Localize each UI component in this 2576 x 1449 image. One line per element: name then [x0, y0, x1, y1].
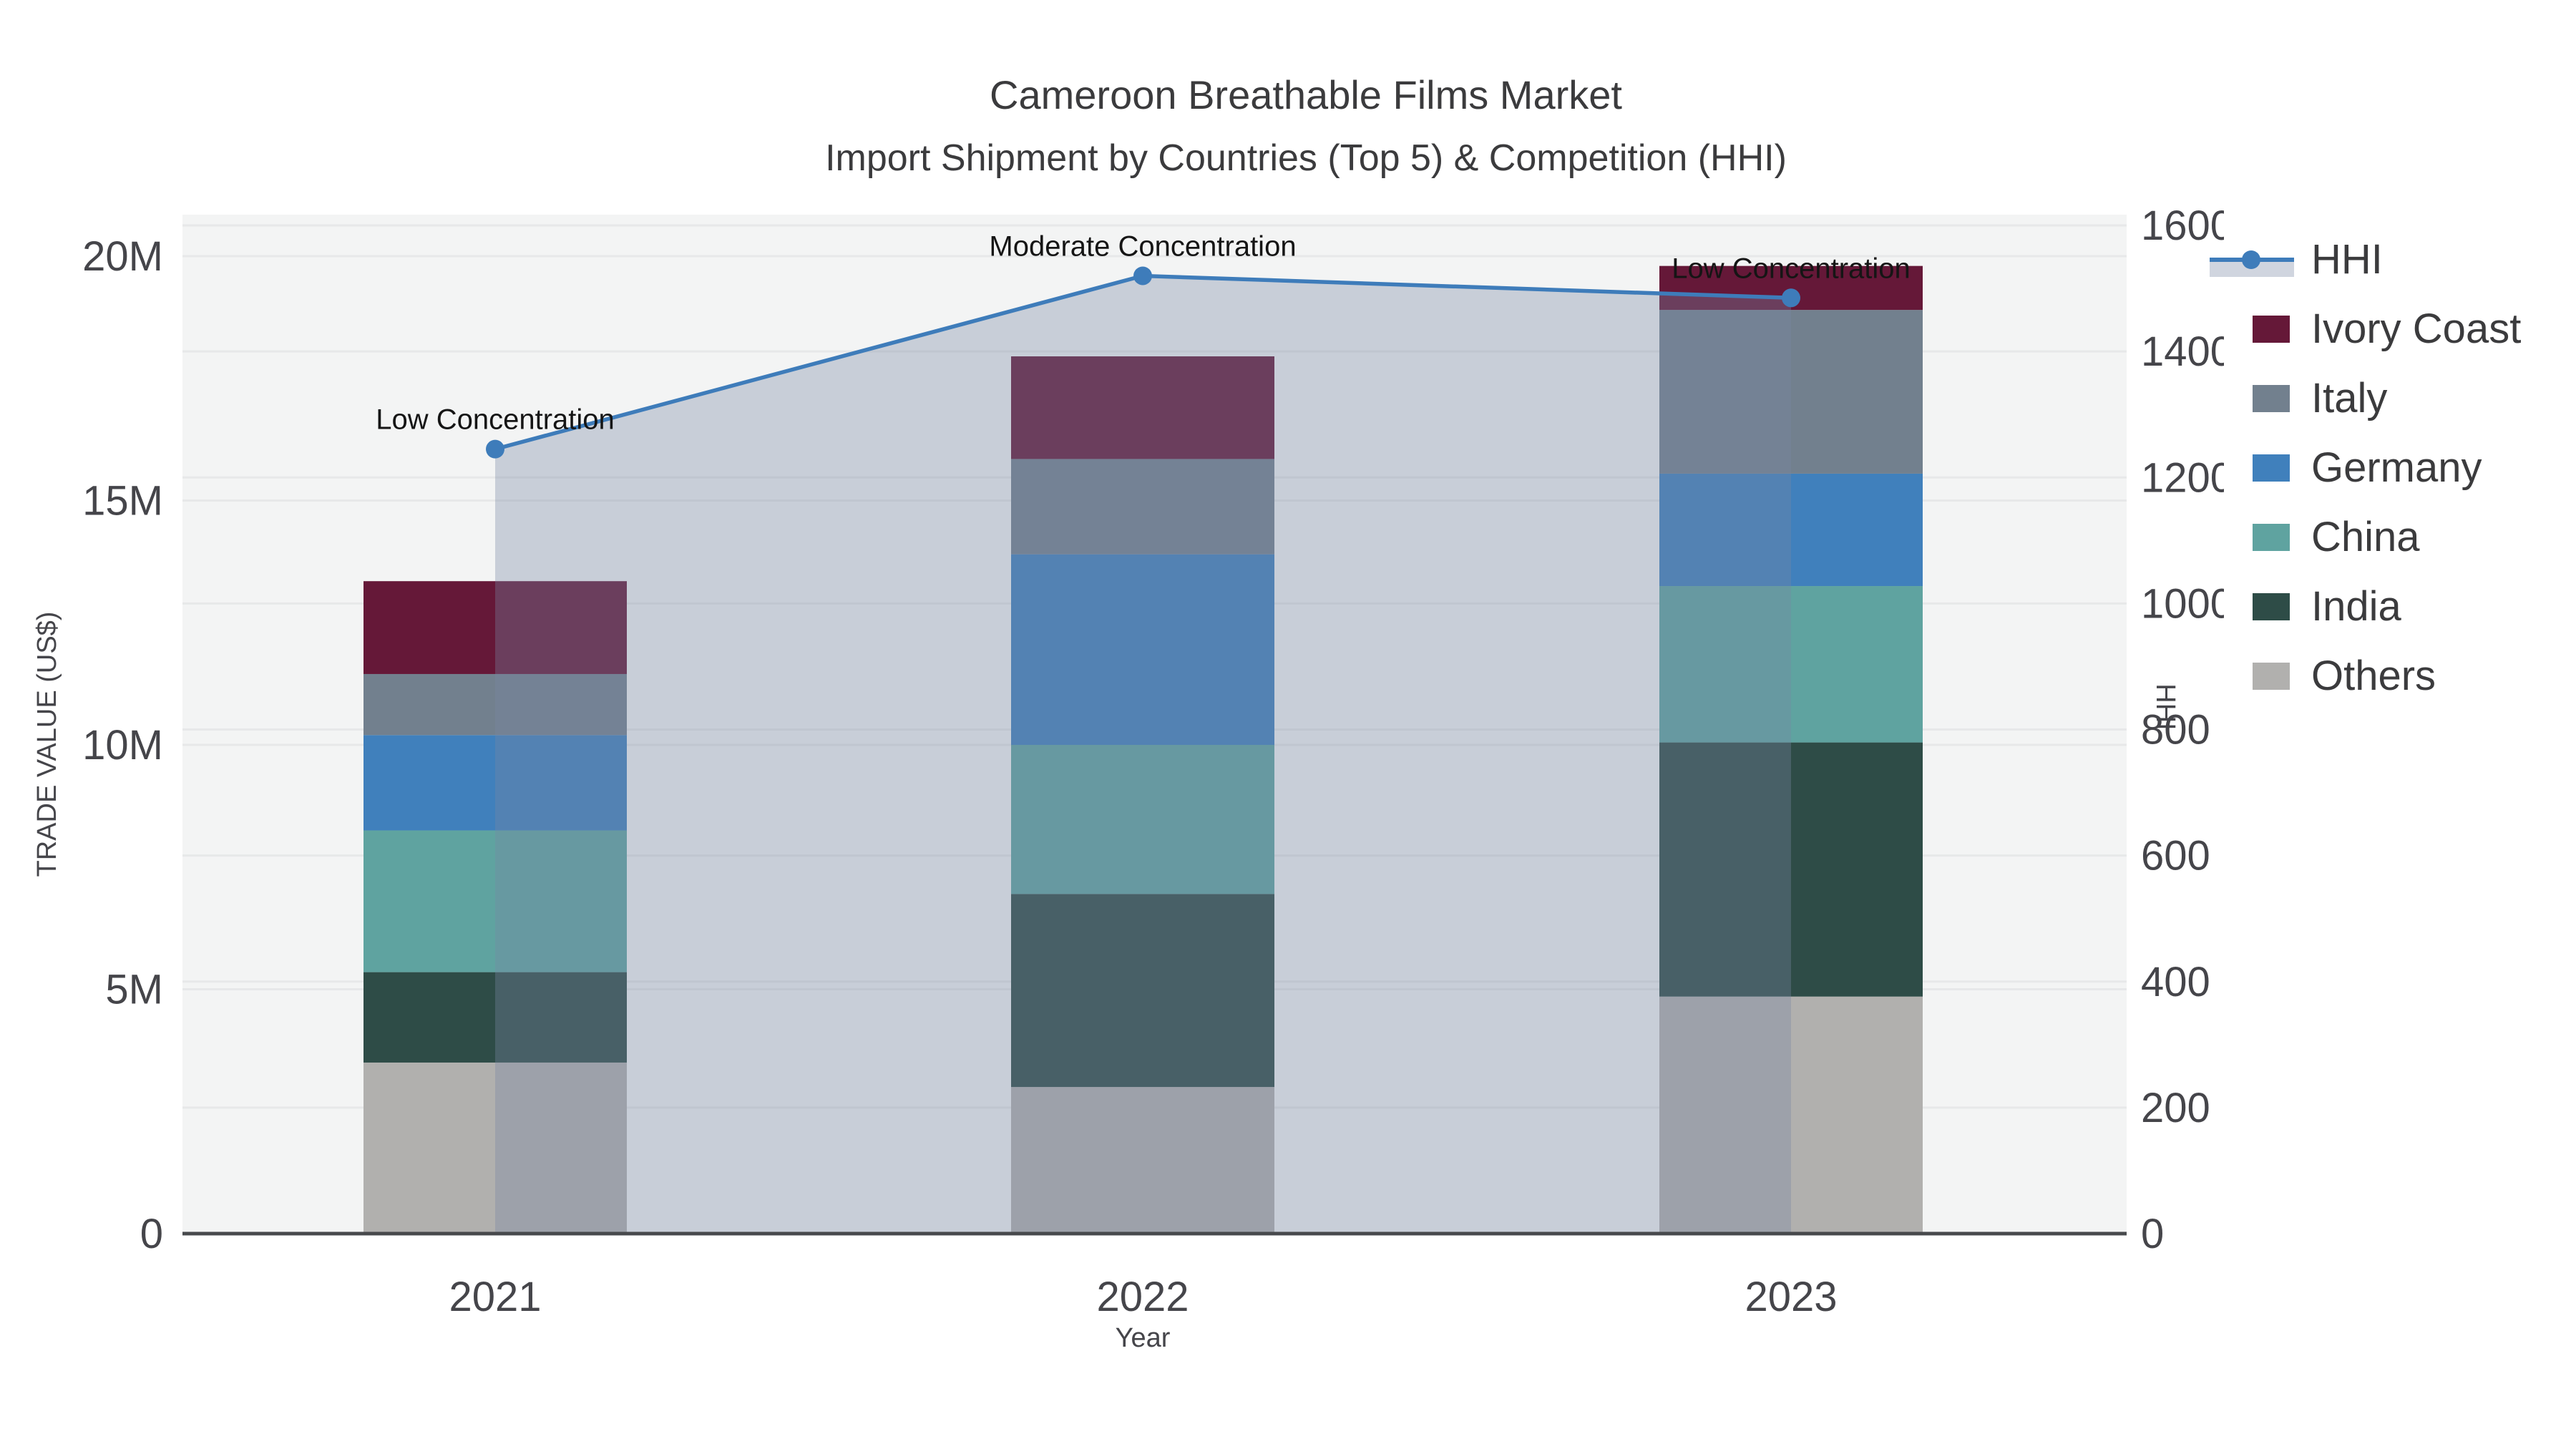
y-left-tick-5M: 5M [105, 967, 163, 1013]
legend-swatch-italy [2253, 385, 2290, 412]
legend-swatch-germany [2253, 454, 2290, 482]
y-left-tick-20M: 20M [82, 233, 163, 280]
y-right-tick-1400: 1400 [2141, 328, 2233, 375]
y-left-tick-0: 0 [140, 1211, 163, 1257]
hhi-marker-2022[interactable] [1133, 266, 1152, 286]
legend-item-ivory-coast[interactable]: Ivory Coast [2253, 306, 2521, 352]
annotation-2022: Moderate Concentration [989, 230, 1296, 262]
x-tick-2023: 2023 [1745, 1274, 1837, 1320]
legend-label-china: China [2311, 514, 2420, 560]
bar-segment-ivory-coast-2021[interactable] [364, 581, 627, 674]
x-tick-2021: 2021 [449, 1274, 541, 1320]
bar-segment-india-2021[interactable] [364, 972, 627, 1063]
legend-label-hhi: HHI [2311, 236, 2383, 283]
y-right-tick-600: 600 [2141, 833, 2210, 879]
bar-segment-germany-2022[interactable] [1011, 554, 1274, 745]
legend-item-others[interactable]: Others [2253, 653, 2436, 699]
bar-segment-china-2021[interactable] [364, 830, 627, 972]
bar-segment-italy-2022[interactable] [1011, 459, 1274, 555]
y-right-tick-800: 800 [2141, 707, 2210, 753]
y-right-tick-200: 200 [2141, 1085, 2210, 1131]
bar-segment-ivory-coast-2022[interactable] [1011, 356, 1274, 459]
x-tick-2022: 2022 [1096, 1274, 1189, 1320]
y-right-tick-1000: 1000 [2141, 580, 2233, 627]
legend-hhi-marker-sample [2242, 250, 2260, 269]
legend-item-hhi[interactable]: HHI [2210, 236, 2383, 283]
legend-label-italy: Italy [2311, 375, 2387, 421]
legend-label-germany: Germany [2311, 444, 2482, 491]
legend-label-ivory-coast: Ivory Coast [2311, 306, 2521, 352]
bar-segment-china-2022[interactable] [1011, 745, 1274, 894]
bar-segment-others-2021[interactable] [364, 1062, 627, 1234]
bar-segment-india-2022[interactable] [1011, 894, 1274, 1088]
legend-item-germany[interactable]: Germany [2253, 444, 2482, 491]
annotation-2021: Low Concentration [376, 404, 615, 436]
hhi-area-fill [495, 275, 1791, 1234]
y-left-tick-15M: 15M [82, 478, 163, 525]
y-left-axis-title: TRADE VALUE (US$) [32, 612, 62, 877]
hhi-marker-2023[interactable] [1782, 288, 1800, 308]
y-right-tick-1200: 1200 [2141, 454, 2233, 501]
legend-item-india[interactable]: India [2253, 583, 2402, 630]
legend-swatch-others [2253, 663, 2290, 690]
legend-label-others: Others [2311, 653, 2436, 699]
chart-subtitle: Import Shipment by Countries (Top 5) & C… [825, 137, 1787, 179]
bar-segment-italy-2023[interactable] [1659, 310, 1923, 474]
bar-segment-india-2023[interactable] [1659, 742, 1923, 997]
y-right-tick-400: 400 [2141, 959, 2210, 1005]
y-right-tick-0: 0 [2141, 1211, 2164, 1257]
legend-item-china[interactable]: China [2253, 514, 2420, 560]
bar-segment-italy-2021[interactable] [364, 673, 627, 736]
y-left-tick-10M: 10M [82, 722, 163, 769]
hhi-marker-2021[interactable] [486, 439, 504, 459]
y-right-tick-1600: 1600 [2141, 203, 2233, 249]
legend-swatch-ivory-coast [2253, 316, 2290, 343]
bar-segment-germany-2023[interactable] [1659, 473, 1923, 587]
bar-segment-others-2023[interactable] [1659, 996, 1923, 1234]
legend-label-india: India [2311, 583, 2402, 630]
bar-segment-others-2022[interactable] [1011, 1087, 1274, 1234]
legend-swatch-india [2253, 593, 2290, 620]
bar-segment-china-2023[interactable] [1659, 586, 1923, 743]
chart-title: Cameroon Breathable Films Market [990, 72, 1622, 117]
legend-swatch-china [2253, 524, 2290, 551]
annotation-2023: Low Concentration [1672, 253, 1911, 284]
bar-segment-germany-2021[interactable] [364, 735, 627, 831]
legend-item-italy[interactable]: Italy [2253, 375, 2387, 421]
x-axis-title: Year [1116, 1323, 1171, 1353]
y-right-axis-title: HHI [2150, 683, 2180, 730]
